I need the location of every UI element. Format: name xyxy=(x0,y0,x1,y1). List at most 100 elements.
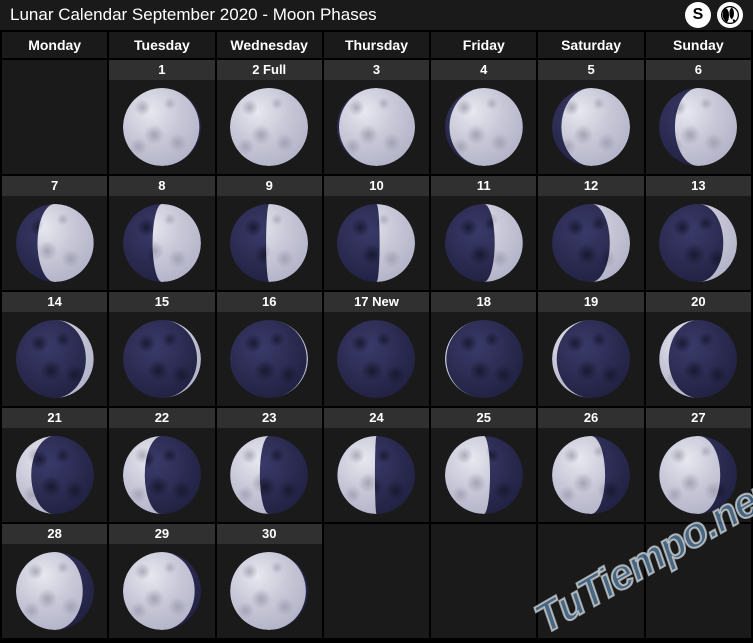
moon-phase-icon xyxy=(217,196,322,290)
calendar-day-cell[interactable]: 19 xyxy=(538,292,643,406)
calendar-day-cell[interactable]: 2 Full xyxy=(217,60,322,174)
calendar-day-cell[interactable]: 4 xyxy=(431,60,536,174)
hemisphere-letter: S xyxy=(693,6,704,24)
calendar-day-cell[interactable]: 30 xyxy=(217,524,322,638)
moon-phase-icon xyxy=(109,196,214,290)
moon-phase-icon xyxy=(109,428,214,522)
day-number-label: 19 xyxy=(538,292,643,312)
moon-phase-icon xyxy=(217,428,322,522)
day-number-label: 21 xyxy=(2,408,107,428)
header-icons: S xyxy=(685,2,743,28)
moon-phase-icon xyxy=(538,312,643,406)
calendar-day-cell[interactable]: 6 xyxy=(646,60,751,174)
calendar-day-cell[interactable]: 7 xyxy=(2,176,107,290)
day-number-label: 3 xyxy=(324,60,429,80)
calendar-day-cell[interactable]: 16 xyxy=(217,292,322,406)
calendar-day-cell[interactable]: 21 xyxy=(2,408,107,522)
moon-phase-icon xyxy=(109,312,214,406)
empty-cell xyxy=(431,524,536,638)
calendar-day-cell[interactable]: 5 xyxy=(538,60,643,174)
moon-phase-icon xyxy=(109,544,214,638)
calendar-day-cell[interactable]: 14 xyxy=(2,292,107,406)
moon-phase-icon xyxy=(538,196,643,290)
moon-phase-icon xyxy=(2,312,107,406)
day-number-label: 16 xyxy=(217,292,322,312)
calendar-day-cell[interactable]: 3 xyxy=(324,60,429,174)
calendar-day-cell[interactable]: 12 xyxy=(538,176,643,290)
calendar-day-cell[interactable]: 29 xyxy=(109,524,214,638)
day-number-label: 8 xyxy=(109,176,214,196)
calendar-day-cell[interactable]: 27 xyxy=(646,408,751,522)
day-number-label: 17 New xyxy=(324,292,429,312)
calendar-day-cell[interactable]: 13 xyxy=(646,176,751,290)
dayname-header: Saturday xyxy=(538,32,643,58)
moon-phase-icon xyxy=(324,312,429,406)
globe-icon[interactable] xyxy=(717,2,743,28)
day-number-label: 18 xyxy=(431,292,536,312)
day-number-label: 6 xyxy=(646,60,751,80)
moon-phase-icon xyxy=(431,80,536,174)
header-bar: Lunar Calendar September 2020 - Moon Pha… xyxy=(0,0,753,30)
moon-phase-icon xyxy=(431,196,536,290)
moon-phase-icon xyxy=(109,80,214,174)
day-number-label: 13 xyxy=(646,176,751,196)
calendar-day-cell[interactable]: 22 xyxy=(109,408,214,522)
calendar-day-cell[interactable]: 18 xyxy=(431,292,536,406)
moon-phase-icon xyxy=(217,312,322,406)
moon-phase-icon xyxy=(431,312,536,406)
page-title: Lunar Calendar September 2020 - Moon Pha… xyxy=(10,5,377,25)
moon-phase-icon xyxy=(646,312,751,406)
day-number-label: 26 xyxy=(538,408,643,428)
calendar-day-cell[interactable]: 1 xyxy=(109,60,214,174)
moon-phase-icon xyxy=(2,196,107,290)
dayname-header: Wednesday xyxy=(217,32,322,58)
day-number-label: 1 xyxy=(109,60,214,80)
day-number-label: 29 xyxy=(109,524,214,544)
moon-phase-icon xyxy=(646,428,751,522)
day-number-label: 9 xyxy=(217,176,322,196)
day-number-label: 27 xyxy=(646,408,751,428)
empty-cell xyxy=(646,524,751,638)
dayname-header: Sunday xyxy=(646,32,751,58)
moon-phase-icon xyxy=(538,80,643,174)
calendar-day-cell[interactable]: 11 xyxy=(431,176,536,290)
empty-cell xyxy=(2,60,107,174)
calendar-day-cell[interactable]: 10 xyxy=(324,176,429,290)
day-number-label: 14 xyxy=(2,292,107,312)
day-number-label: 2 Full xyxy=(217,60,322,80)
day-number-label: 24 xyxy=(324,408,429,428)
calendar-day-cell[interactable]: 23 xyxy=(217,408,322,522)
moon-phase-icon xyxy=(324,80,429,174)
moon-phase-icon xyxy=(646,196,751,290)
day-number-label: 25 xyxy=(431,408,536,428)
calendar-day-cell[interactable]: 15 xyxy=(109,292,214,406)
calendar-day-cell[interactable]: 24 xyxy=(324,408,429,522)
calendar-day-cell[interactable]: 25 xyxy=(431,408,536,522)
day-number-label: 12 xyxy=(538,176,643,196)
calendar-day-cell[interactable]: 17 New xyxy=(324,292,429,406)
calendar-day-cell[interactable]: 8 xyxy=(109,176,214,290)
day-number-label: 20 xyxy=(646,292,751,312)
dayname-header: Friday xyxy=(431,32,536,58)
day-number-label: 10 xyxy=(324,176,429,196)
calendar-day-cell[interactable]: 28 xyxy=(2,524,107,638)
moon-phase-icon xyxy=(431,428,536,522)
day-number-label: 11 xyxy=(431,176,536,196)
moon-phase-icon xyxy=(217,80,322,174)
calendar-day-cell[interactable]: 26 xyxy=(538,408,643,522)
day-number-label: 23 xyxy=(217,408,322,428)
moon-phase-icon xyxy=(538,428,643,522)
hemisphere-badge[interactable]: S xyxy=(685,2,711,28)
dayname-header: Monday xyxy=(2,32,107,58)
day-number-label: 5 xyxy=(538,60,643,80)
calendar-day-cell[interactable]: 9 xyxy=(217,176,322,290)
calendar-day-cell[interactable]: 20 xyxy=(646,292,751,406)
day-number-label: 7 xyxy=(2,176,107,196)
moon-phase-icon xyxy=(2,544,107,638)
calendar-grid: MondayTuesdayWednesdayThursdayFridaySatu… xyxy=(0,30,753,640)
empty-cell xyxy=(538,524,643,638)
moon-phase-icon xyxy=(217,544,322,638)
moon-phase-icon xyxy=(646,80,751,174)
day-number-label: 22 xyxy=(109,408,214,428)
day-number-label: 4 xyxy=(431,60,536,80)
